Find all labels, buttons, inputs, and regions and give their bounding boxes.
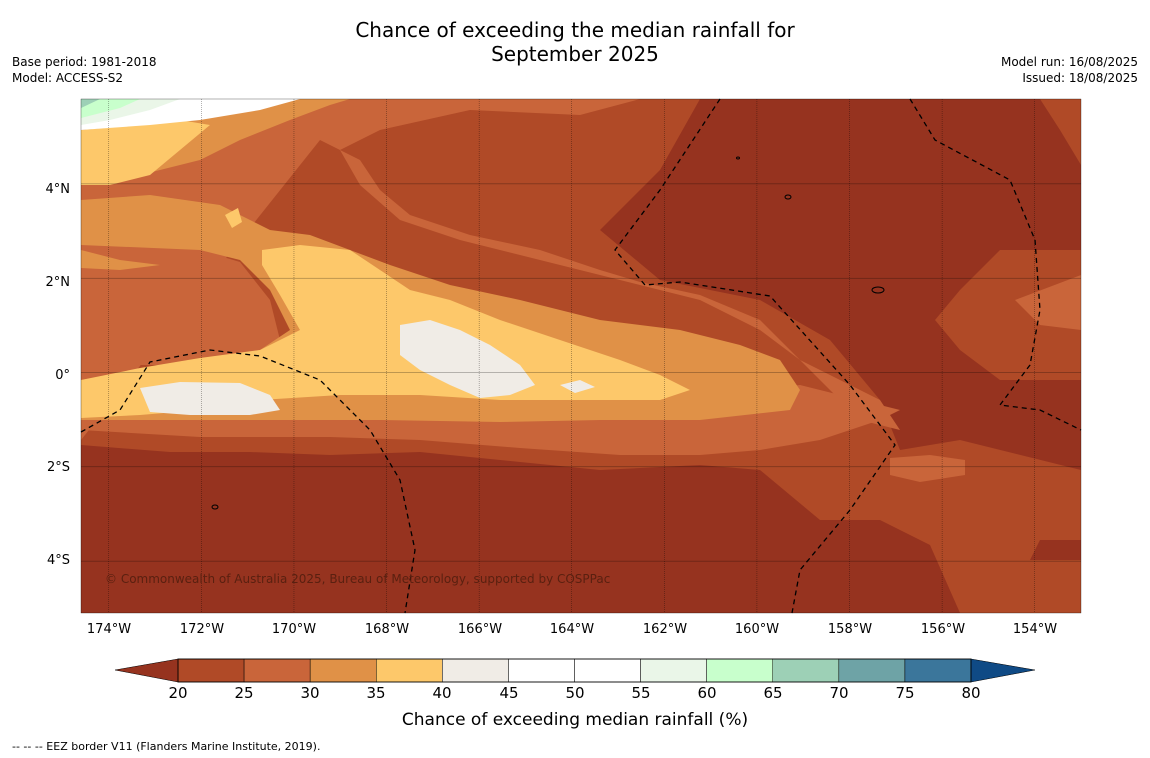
lon-label-170w: 170°W: [271, 622, 317, 637]
lat-label-2s: 2°S: [46, 460, 70, 475]
zone-60-65: [81, 99, 140, 118]
lon-label-164w: 164°W: [549, 622, 595, 637]
zone-40-45-spot: [560, 380, 595, 393]
colorbar-tick-35: 35: [366, 684, 386, 702]
zone-35-40-main: [81, 245, 690, 418]
colorbar-block: [508, 658, 575, 683]
colorbar-tick-20: 20: [168, 684, 188, 702]
colorbar: [114, 658, 1036, 683]
colorbar-tick-60: 60: [697, 684, 717, 702]
zone-25-30-east: [1015, 275, 1081, 330]
colorbar-tick-80: 80: [961, 684, 981, 702]
eez-footnote: -- -- -- EEZ border V11 (Flanders Marine…: [12, 740, 321, 753]
lon-label-168w: 168°W: [364, 622, 410, 637]
colorbar-block: [640, 658, 707, 683]
title-line-1: Chance of exceeding the median rainfall …: [355, 18, 795, 42]
map-frame: [80, 98, 1082, 614]
colorbar-tick-30: 30: [300, 684, 320, 702]
colorbar-block: [838, 658, 906, 683]
left-metadata: Base period: 1981-2018 Model: ACCESS-S2: [12, 54, 157, 86]
colorbar-tick-45: 45: [499, 684, 519, 702]
right-metadata: Model run: 16/08/2025 Issued: 18/08/2025: [1001, 54, 1138, 86]
lon-label-162w: 162°W: [642, 622, 688, 637]
lon-label-172w: 172°W: [179, 622, 225, 637]
colorbar-tick-50: 50: [565, 684, 585, 702]
zone-40-45-west: [140, 382, 280, 415]
rainfall-probability-map: [81, 99, 1081, 613]
map-title: Chance of exceeding the median rainfall …: [0, 18, 1150, 66]
zone-40-45-center: [400, 320, 535, 398]
colorbar-block: [177, 658, 245, 683]
zone-25-30-west: [81, 248, 280, 365]
colorbar-block: [243, 658, 311, 683]
eez-border-east: [909, 98, 1082, 431]
model-name: Model: ACCESS-S2: [12, 71, 124, 85]
colorbar-tick-40: 40: [432, 684, 452, 702]
lon-label-160w: 160°W: [734, 622, 780, 637]
base-period: Base period: 1981-2018: [12, 55, 157, 69]
colorbar-over-arrow: [970, 658, 1036, 683]
colorbar-block: [574, 658, 641, 683]
colorbar-tick-55: 55: [631, 684, 651, 702]
eez-border-west: [80, 349, 416, 614]
colorbar-under-arrow: [114, 658, 179, 683]
colorbar-block: [772, 658, 840, 683]
colorbar-block: [904, 658, 972, 683]
colorbar-tick-70: 70: [829, 684, 849, 702]
title-line-2: September 2025: [491, 42, 659, 66]
zone-20-25-topright: [1040, 99, 1081, 165]
eez-borders: [80, 98, 1082, 614]
lat-label-0: 0°: [55, 368, 70, 383]
colorbar-block: [442, 658, 509, 683]
model-run: Model run: 16/08/2025: [1000, 55, 1138, 69]
copyright-notice: © Commonwealth of Australia 2025, Bureau…: [105, 572, 611, 586]
zone-65-70: [81, 99, 100, 108]
colorbar-block: [706, 658, 774, 683]
colorbar-tick-75: 75: [895, 684, 915, 702]
zone-30-35-fringe: [81, 250, 160, 270]
zone-20-25-east: [935, 250, 1081, 380]
issued-date: Issued: 18/08/2025: [1022, 71, 1138, 85]
colorbar-block: [309, 658, 377, 683]
zone-25-30-se: [890, 455, 965, 482]
colorbar-block: [376, 658, 443, 683]
lon-label-158w: 158°W: [827, 622, 873, 637]
zone-35-40: [81, 120, 210, 185]
lat-label-4n: 4°N: [45, 182, 71, 197]
lon-label-174w: 174°W: [86, 622, 132, 637]
colorbar-tick-25: 25: [234, 684, 254, 702]
lat-label-4s: 4°S: [46, 553, 70, 568]
graticule: [81, 99, 1081, 613]
colorbar-tick-65: 65: [763, 684, 783, 702]
lon-label-156w: 156°W: [920, 622, 966, 637]
islands: [211, 156, 885, 510]
lon-label-154w: 154°W: [1012, 622, 1058, 637]
lon-label-166w: 166°W: [457, 622, 503, 637]
lat-label-2n: 2°N: [45, 275, 71, 290]
colorbar-label: Chance of exceeding median rainfall (%): [401, 710, 749, 730]
zone-35-40-spot: [225, 208, 242, 228]
